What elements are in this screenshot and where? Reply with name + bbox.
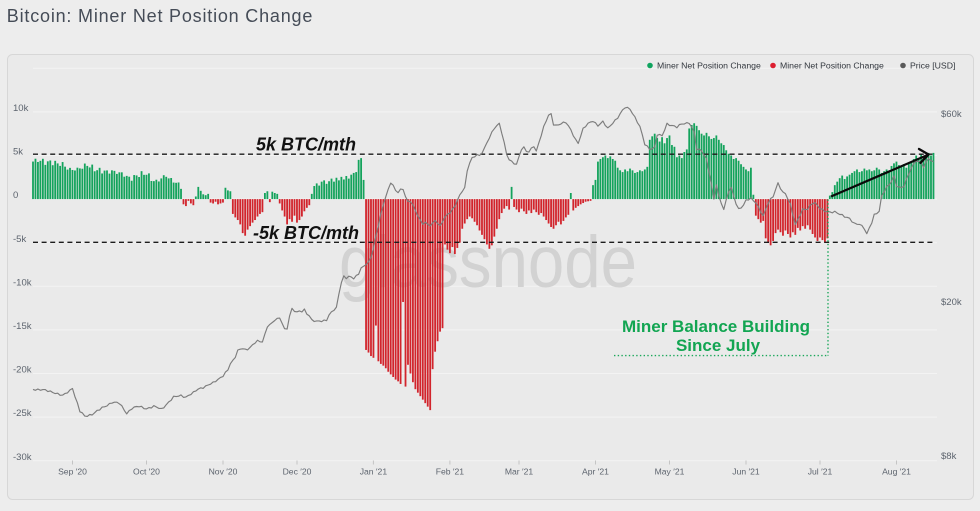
svg-text:$20k: $20k bbox=[941, 297, 962, 308]
svg-text:-20k: -20k bbox=[13, 365, 32, 376]
svg-text:Oct ′20: Oct ′20 bbox=[133, 467, 160, 477]
svg-text:Feb ′21: Feb ′21 bbox=[436, 467, 465, 477]
svg-text:-30k: -30k bbox=[13, 452, 32, 463]
svg-text:Miner Net Position Change: Miner Net Position Change bbox=[780, 61, 884, 71]
svg-text:-5k: -5k bbox=[13, 234, 26, 245]
svg-text:Apr ′21: Apr ′21 bbox=[582, 467, 609, 477]
svg-text:Since July: Since July bbox=[676, 336, 761, 355]
svg-text:0: 0 bbox=[13, 190, 18, 201]
svg-text:-5k BTC/mth: -5k BTC/mth bbox=[253, 223, 359, 243]
svg-text:-15k: -15k bbox=[13, 321, 32, 332]
svg-text:Aug ′21: Aug ′21 bbox=[882, 467, 911, 477]
svg-text:Dec ′20: Dec ′20 bbox=[283, 467, 312, 477]
svg-text:Jan ′21: Jan ′21 bbox=[360, 467, 388, 477]
svg-text:$8k: $8k bbox=[941, 451, 957, 462]
svg-text:Miner Balance Building: Miner Balance Building bbox=[622, 317, 810, 336]
svg-text:-25k: -25k bbox=[13, 408, 32, 419]
svg-text:$60k: $60k bbox=[941, 109, 962, 120]
svg-text:5k BTC/mth: 5k BTC/mth bbox=[256, 135, 356, 155]
svg-text:10k: 10k bbox=[13, 103, 29, 114]
svg-text:May ′21: May ′21 bbox=[655, 467, 685, 477]
svg-text:5k: 5k bbox=[13, 147, 23, 158]
svg-text:-10k: -10k bbox=[13, 277, 32, 288]
svg-text:Mar ′21: Mar ′21 bbox=[505, 467, 534, 477]
svg-text:Miner Net Position Change: Miner Net Position Change bbox=[657, 61, 761, 71]
svg-text:Sep ′20: Sep ′20 bbox=[58, 467, 87, 477]
svg-text:Nov ′20: Nov ′20 bbox=[209, 467, 238, 477]
svg-text:Jul ′21: Jul ′21 bbox=[808, 467, 833, 477]
svg-text:Jun ′21: Jun ′21 bbox=[732, 467, 760, 477]
svg-text:Price [USD]: Price [USD] bbox=[910, 61, 955, 71]
